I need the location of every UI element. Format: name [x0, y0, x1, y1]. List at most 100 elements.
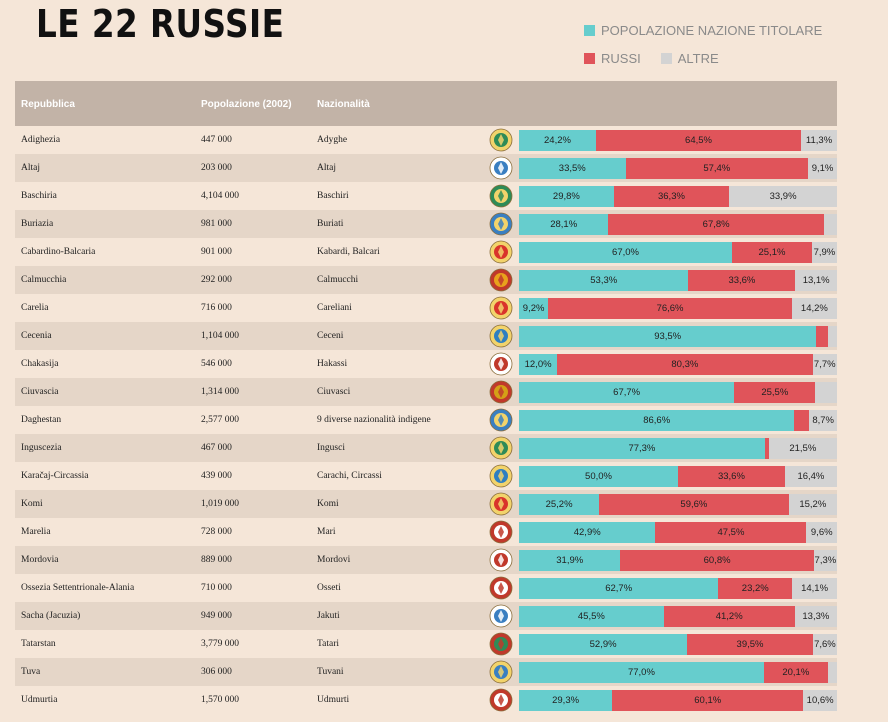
nationality-name: Ceceni: [317, 331, 344, 341]
population-value: 901 000: [201, 247, 232, 257]
bar-segment-titular: 77,0%: [519, 662, 764, 683]
population-value: 546 000: [201, 359, 232, 369]
legend-label-others: ALTRE: [677, 50, 719, 66]
bar-data-label: 11,3%: [805, 135, 833, 146]
bar-segment-others: 15,2%: [788, 494, 837, 515]
population-value: 4,104 000: [201, 191, 239, 201]
table-row: Buriazia 981 000 Buriati 28,1% 67,8%: [15, 210, 837, 238]
composition-bar: 67,7% 25,5%: [519, 382, 837, 403]
composition-bar: 86,6% 8,7%: [519, 410, 837, 431]
bar-data-label: 12,0%: [524, 359, 552, 370]
bar-segment-others: [823, 214, 837, 235]
table-row: Baschiria 4,104 000 Baschiri 29,8% 36,3% 33,9…: [15, 182, 837, 210]
republic-name: Sacha (Jacuzia): [21, 611, 81, 621]
header-republic: Repubblica: [21, 99, 75, 110]
republic-name: Tuva: [21, 667, 41, 677]
bar-segment-others: 10,6%: [803, 690, 837, 711]
bar-segment-titular: 52,9%: [519, 634, 688, 655]
bar-segment-others: [815, 382, 837, 403]
bar-segment-others: 9,6%: [806, 522, 837, 543]
composition-bar: 12,0% 80,3% 7,7%: [519, 354, 837, 375]
bar-segment-others: 11,3%: [801, 130, 837, 151]
bar-segment-others: 14,2%: [791, 298, 837, 319]
nationality-name: Calmucchi: [317, 275, 359, 285]
komi-emblem-icon: [489, 492, 513, 516]
bar-segment-russians: [764, 438, 769, 459]
bar-segment-russians: 60,8%: [620, 550, 814, 571]
composition-bar: 52,9% 39,5% 7,6%: [519, 634, 837, 655]
nationality-name: Careliani: [317, 303, 352, 313]
republic-name: Ossezia Settentrionale-Alania: [21, 583, 135, 593]
table-row: Cecenia 1,104 000 Ceceni 93,5%: [15, 322, 837, 350]
table-row: Calmucchia 292 000 Calmucchi 53,3% 33,6% 13,1…: [15, 266, 837, 294]
nationality-name: Adyghe: [317, 135, 348, 145]
republics-table: Repubblica Popolazione (2002) Nazionalit…: [15, 81, 837, 714]
table-row: Ciuvascia 1,314 000 Ciuvasci 67,7% 25,5%: [15, 378, 837, 406]
bar-segment-titular: 67,7%: [519, 382, 735, 403]
composition-bar: 50,0% 33,6% 16,4%: [519, 466, 837, 487]
bar-data-label: 64,5%: [685, 135, 712, 146]
bar-data-label: 7,6%: [814, 639, 836, 650]
bar-segment-others: [828, 326, 837, 347]
bar-segment-titular: 29,3%: [519, 690, 613, 711]
bar-segment-russians: 20,1%: [763, 662, 828, 683]
bar-data-label: 86,6%: [643, 415, 671, 426]
bar-segment-titular: 28,1%: [519, 214, 609, 235]
nationality-name: Tatari: [317, 639, 340, 649]
composition-bar: 29,3% 60,1% 10,6%: [519, 690, 837, 711]
population-value: 447 000: [201, 135, 232, 145]
bar-segment-titular: 62,7%: [519, 578, 719, 599]
bar-data-label: 67,8%: [702, 219, 730, 230]
karachay-cherkessia-emblem-icon: [489, 464, 513, 488]
table-row: Chakasija 546 000 Hakassi 12,0% 80,3% 7,7%: [15, 350, 837, 378]
nationality-name: Ingusci: [317, 443, 345, 453]
bar-data-label: 7,9%: [813, 247, 836, 258]
bar-segment-others: 16,4%: [784, 466, 837, 487]
composition-bar: 33,5% 57,4% 9,1%: [519, 158, 837, 179]
bar-data-label: 47,5%: [717, 527, 745, 538]
bar-segment-russians: 60,1%: [612, 690, 804, 711]
bar-data-label: 33,5%: [558, 163, 586, 174]
khakassia-emblem-icon: [489, 352, 513, 376]
bar-segment-russians: 33,6%: [678, 466, 785, 487]
republic-name: Udmurtia: [21, 695, 58, 705]
bar-data-label: 31,9%: [556, 555, 584, 566]
bar-data-label: 57,4%: [703, 163, 731, 174]
table-row: Udmurtia 1,570 000 Udmurti 29,3% 60,1% 10,6%: [15, 686, 837, 714]
nationality-name: Jakuti: [317, 611, 340, 621]
bar-data-label: 52,9%: [589, 639, 617, 650]
bar-segment-russians: 64,5%: [595, 130, 802, 151]
composition-bar: 77,0% 20,1%: [519, 662, 837, 683]
bar-data-label: 7,3%: [814, 555, 837, 566]
nationality-name: Osseti: [317, 583, 341, 593]
bar-data-label: 14,1%: [801, 583, 829, 594]
bar-segment-others: 7,6%: [812, 634, 837, 655]
header-population: Popolazione (2002): [201, 99, 292, 110]
bar-data-label: 67,7%: [613, 387, 641, 398]
bar-data-label: 23,2%: [741, 583, 769, 594]
bar-segment-titular: 29,8%: [519, 186, 614, 207]
bar-segment-titular: 93,5%: [519, 326, 817, 347]
nationality-name: Kabardi, Balcari: [317, 247, 380, 257]
bar-segment-titular: 25,2%: [519, 494, 600, 515]
bar-segment-russians: 39,5%: [687, 634, 813, 655]
bar-data-label: 9,1%: [811, 163, 834, 174]
mordovia-emblem-icon: [489, 548, 513, 572]
kabardino-balkaria-emblem-icon: [489, 240, 513, 264]
population-value: 949 000: [201, 611, 232, 621]
bar-segment-titular: 86,6%: [519, 410, 795, 431]
table-row: Cabardino-Balcaria 901 000 Kabardi, Balcar…: [15, 238, 837, 266]
bar-data-label: 13,3%: [802, 611, 830, 622]
composition-bar: 67,0% 25,1% 7,9%: [519, 242, 837, 263]
population-value: 728 000: [201, 527, 232, 537]
table-row: Mordovia 889 000 Mordovi 31,9% 60,8% 7,3%: [15, 546, 837, 574]
bar-data-label: 16,4%: [797, 471, 825, 482]
karelia-emblem-icon: [489, 296, 513, 320]
bar-data-label: 33,6%: [728, 275, 756, 286]
legend-item-titular: POPOLAZIONE NAZIONE TITOLARE: [584, 23, 822, 38]
bar-segment-others: 33,9%: [729, 186, 837, 207]
bar-data-label: 39,5%: [736, 639, 764, 650]
north-ossetia-emblem-icon: [489, 576, 513, 600]
bar-segment-others: 8,7%: [809, 410, 837, 431]
table-row: Daghestan 2,577 000 9 diverse nazionalità …: [15, 406, 837, 434]
